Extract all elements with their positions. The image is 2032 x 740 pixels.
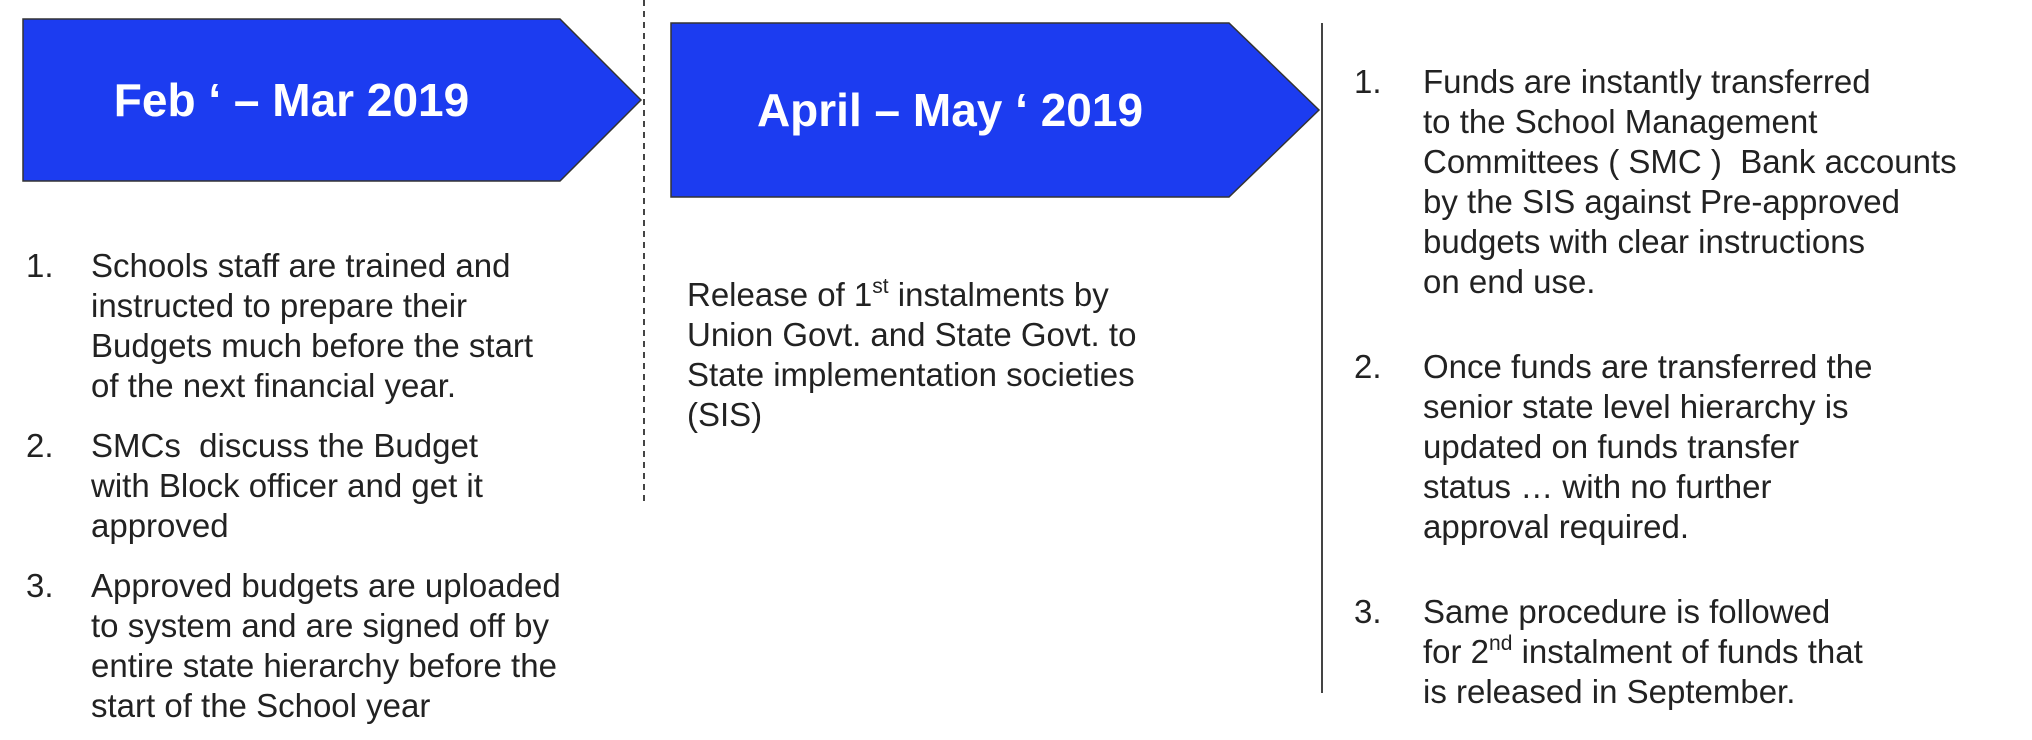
- text: instalments by Union Govt. and State Gov…: [687, 276, 1137, 433]
- text: instalment of funds that is released in …: [1423, 633, 1863, 710]
- text: SMCs discuss the Budget with Block offic…: [91, 427, 483, 544]
- item-text: Once funds are transferred the senior st…: [1423, 347, 1872, 547]
- item-text: Schools staff are trained and instructed…: [91, 246, 533, 406]
- release-text: Release of 1st instalments by Union Govt…: [687, 275, 1247, 435]
- item-text: Approved budgets are uploaded to system …: [91, 566, 561, 726]
- text: Funds are instantly transferred to the S…: [1423, 63, 1957, 300]
- item-number: 1.: [1354, 63, 1382, 100]
- item-text: Funds are instantly transferred to the S…: [1423, 62, 1957, 302]
- arrow-shape: [670, 22, 1321, 198]
- text: Release of 1: [687, 276, 873, 313]
- item-text: Same procedure is followed for 2nd insta…: [1423, 592, 1863, 712]
- item-number: 3.: [26, 567, 54, 604]
- superscript: st: [872, 275, 889, 298]
- text: Once funds are transferred the senior st…: [1423, 348, 1873, 545]
- text: Schools staff are trained and instructed…: [91, 247, 534, 404]
- text: Same procedure is followed for 2: [1423, 593, 1831, 670]
- period-title: Feb ‘ – Mar 2019: [113, 74, 470, 126]
- superscript: nd: [1489, 632, 1513, 655]
- item-number: 2.: [1354, 348, 1382, 385]
- item-number: 1.: [26, 247, 54, 284]
- arrow-shape: [22, 18, 643, 182]
- text: Approved budgets are uploaded to system …: [91, 567, 561, 724]
- period-title: April – May ‘ 2019: [756, 84, 1144, 136]
- item-number: 2.: [26, 427, 54, 464]
- item-number: 3.: [1354, 593, 1382, 630]
- item-text: SMCs discuss the Budget with Block offic…: [91, 426, 483, 546]
